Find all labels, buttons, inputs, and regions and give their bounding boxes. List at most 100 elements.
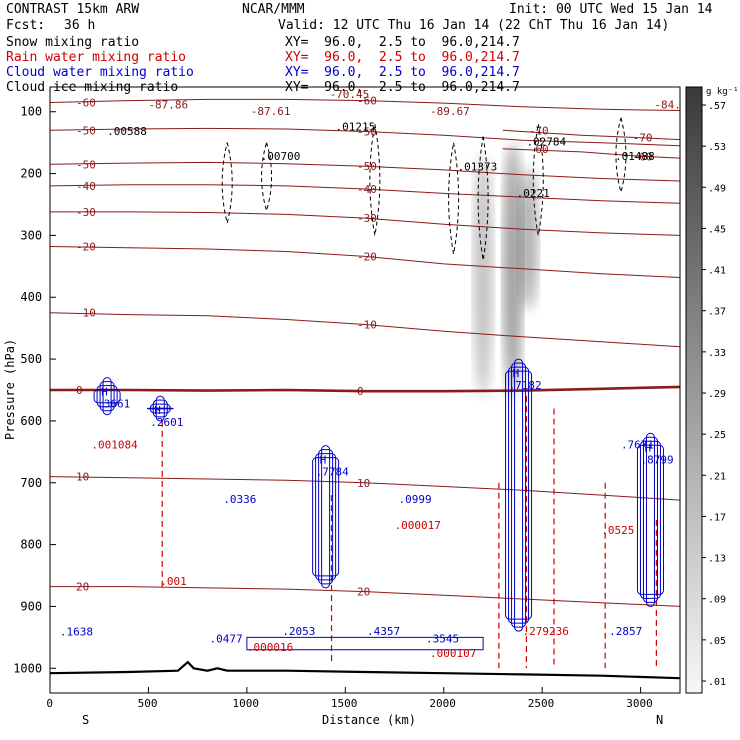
cloud-water-contour xyxy=(642,436,658,603)
colorbar xyxy=(685,86,703,694)
colorbar-tick-label: .49 xyxy=(708,183,726,194)
colorbar-tick-label: .05 xyxy=(708,636,726,647)
terrain-fill xyxy=(50,662,680,693)
contour-value-label: .7671 xyxy=(621,439,654,452)
cloud-ice-contour xyxy=(477,136,489,261)
y-tick-label: 400 xyxy=(20,290,42,304)
x-tick-label: 0 xyxy=(46,697,53,710)
cloud-water-contour xyxy=(93,389,121,404)
colorbar-tick-label: .17 xyxy=(708,512,726,523)
contour-value-label: -70.45 xyxy=(330,88,370,101)
cloud-water-contour xyxy=(645,432,655,607)
snow-shading-0 xyxy=(473,155,494,397)
cloud-water-contour xyxy=(102,377,112,416)
cloud-water-contour xyxy=(315,453,337,581)
isotherm-label: -70 xyxy=(633,132,653,145)
colorbar-tick-label: .25 xyxy=(708,430,726,441)
x-tick-label: 1000 xyxy=(232,697,259,710)
cloud-water-contour xyxy=(321,445,331,589)
cloud-water-max-value: .7182 xyxy=(509,379,542,392)
isotherm-label: -50 xyxy=(76,158,96,171)
contour-value-label: .2053 xyxy=(282,625,315,638)
cloud-ice-contour xyxy=(448,142,460,255)
isotherm-label: -10 xyxy=(76,307,96,320)
isotherm-label: 0 xyxy=(357,385,364,398)
colorbar-tick-label: .21 xyxy=(708,471,726,482)
isotherm-label: -70 xyxy=(529,124,549,137)
contour-value-label: .00700 xyxy=(261,150,301,163)
y-tick-label: 900 xyxy=(20,599,42,613)
cloud-water-contour xyxy=(505,370,533,620)
contour-value-label: .000016 xyxy=(247,641,293,654)
isotherm-label: 20 xyxy=(357,586,370,599)
cloud-water-contour xyxy=(514,358,524,632)
isotherm-label: -50 xyxy=(357,126,377,139)
snow-shading-2 xyxy=(518,167,539,310)
cloud-water-contour xyxy=(96,385,118,408)
isotherm-line xyxy=(50,586,680,607)
colorbar-tick-label: .01 xyxy=(708,677,726,688)
cloud-water-max-value: .2601 xyxy=(150,416,183,429)
contour-value-label: -89.67 xyxy=(430,105,470,118)
x-tick-label: 2000 xyxy=(429,697,456,710)
cloud-water-max-value: .7784 xyxy=(316,466,349,479)
y-tick-label: 200 xyxy=(20,167,42,181)
colorbar-tick-label: .37 xyxy=(708,307,726,318)
snow-shading-1 xyxy=(502,142,523,397)
colorbar-tick-label: .53 xyxy=(708,142,726,153)
y-tick-label: 300 xyxy=(20,228,42,242)
forecast-hours: 36 h xyxy=(64,18,96,33)
x-tick-label: 1500 xyxy=(331,697,358,710)
plot-frame xyxy=(49,86,681,694)
colorbar-unit: g kg⁻¹ xyxy=(706,87,739,97)
cloud-water-max-marker: H xyxy=(320,454,327,467)
y-tick-label: 800 xyxy=(20,538,42,552)
colorbar-tick-label: .29 xyxy=(708,389,726,400)
isotherm-line xyxy=(50,127,680,147)
isotherm-line xyxy=(50,385,680,393)
contour-value-label: -87.86 xyxy=(148,99,188,112)
contour-value-label: .00588 xyxy=(107,125,147,138)
y-axis-title: Pressure (hPa) xyxy=(3,339,17,440)
cloud-water-contour xyxy=(146,407,174,410)
cloud-ice-contour xyxy=(615,117,627,195)
x-tick-label: 2500 xyxy=(528,697,555,710)
isotherm-label: -10 xyxy=(357,318,377,331)
cloud-water-contour xyxy=(246,636,484,651)
colorbar-tick-label: .45 xyxy=(708,224,726,235)
isotherm-label: -30 xyxy=(357,212,377,225)
valid-time: Valid: 12 UTC Thu 16 Jan 14 (22 ChT Thu … xyxy=(278,18,670,33)
isotherm-label: 10 xyxy=(357,477,370,490)
cloud-water-contour xyxy=(636,444,664,595)
cloud-water-max-marker: H xyxy=(154,404,161,417)
isotherm-line xyxy=(50,184,680,204)
org-label: NCAR/MMM xyxy=(242,2,305,17)
contour-value-label: .0221 xyxy=(517,187,550,200)
cloud-water-contour xyxy=(508,366,530,624)
isotherm-label: -40 xyxy=(76,180,96,193)
terrain-line xyxy=(50,660,680,680)
legend-cloud-water: Cloud water mixing ratio xyxy=(6,65,194,80)
isotherm-line xyxy=(50,161,680,182)
y-tick-label: 1000 xyxy=(13,661,42,675)
contour-value-label: .2857 xyxy=(609,625,642,638)
cloud-water-contour xyxy=(639,440,661,599)
cloud-water-max-marker: H xyxy=(101,386,108,399)
legend-cloud-water-xy: XY= 96.0, 2.5 to 96.0,214.7 xyxy=(285,65,520,80)
contour-value-label: .0525 xyxy=(601,524,634,537)
isotherm-label: -60 xyxy=(357,95,377,108)
south-end-label: S xyxy=(82,713,89,727)
isotherm-line xyxy=(50,312,680,348)
cloud-water-contour xyxy=(312,457,340,577)
contour-value-label: .279236 xyxy=(523,625,569,638)
init-time: Init: 00 UTC Wed 15 Jan 14 xyxy=(509,2,713,17)
cloud-water-contour xyxy=(99,381,115,412)
colorbar-tick-label: .09 xyxy=(708,595,726,606)
north-end-label: N xyxy=(656,713,663,727)
colorbar-tick-label: .13 xyxy=(708,554,726,565)
isotherm-label: -50 xyxy=(76,124,96,137)
y-tick-label: 600 xyxy=(20,414,42,428)
contour-value-label: -84.6 xyxy=(654,99,687,112)
cloud-water-max-value: .8799 xyxy=(640,453,673,466)
